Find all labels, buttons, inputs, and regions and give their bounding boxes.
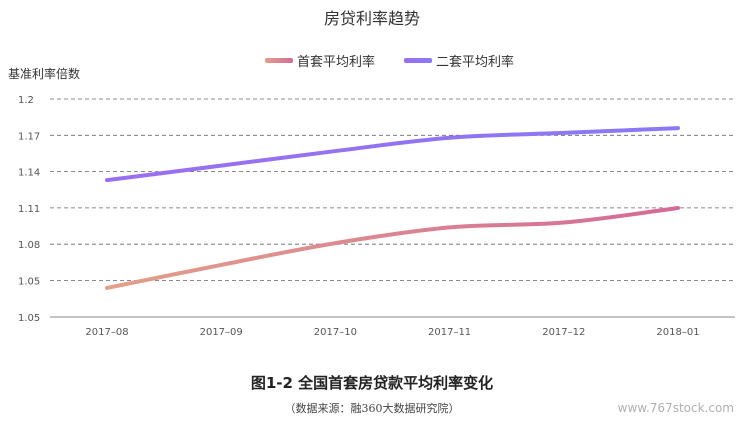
- x-tick-label: 2017–10: [314, 327, 357, 338]
- series-line-first-home: [105, 206, 680, 290]
- legend-label-second-home: 二套平均利率: [436, 54, 514, 70]
- legend-swatch-second-home: [404, 58, 432, 63]
- legend: 首套平均利率 二套平均利率: [265, 54, 514, 70]
- x-tick-labels: 2017–08 2017–09 2017–10 2017–11 2017–12 2018–…: [85, 327, 699, 338]
- x-tick-label: 2017–11: [428, 327, 471, 338]
- y-tick-labels: 1.2 1.17 1.14 1.11 1.08 1.05 1.05: [18, 95, 40, 324]
- y-tick-label: 1.14: [18, 168, 40, 179]
- data-source: （数据来源：融360大数据研究院）: [285, 401, 460, 415]
- legend-swatch-first-home: [265, 58, 293, 63]
- chart-title: 房贷利率趋势: [324, 9, 420, 28]
- y-tick-label: 1.08: [18, 240, 40, 251]
- watermark: www.767stock.com: [618, 401, 734, 415]
- series-line-second-home: [105, 126, 680, 183]
- x-tick-label: 2017–08: [85, 327, 128, 338]
- y-tick-label: 1.2: [18, 95, 34, 106]
- x-tick-label: 2017–12: [542, 327, 585, 338]
- x-tick-label: 2017–09: [200, 327, 243, 338]
- gridlines: [50, 98, 735, 281]
- figure-caption: 图1-2 全国首套房贷款平均利率变化: [251, 374, 493, 392]
- y-tick-label: 1.05: [18, 277, 40, 288]
- y-axis-label: 基准利率倍数: [8, 66, 80, 81]
- legend-label-first-home: 首套平均利率: [297, 54, 375, 70]
- y-tick-label: 1.17: [18, 131, 40, 142]
- series-lines: [105, 126, 680, 290]
- y-tick-label: 1.11: [18, 204, 40, 215]
- y-tick-label: 1.05: [18, 313, 40, 324]
- x-tick-label: 2018–01: [656, 327, 699, 338]
